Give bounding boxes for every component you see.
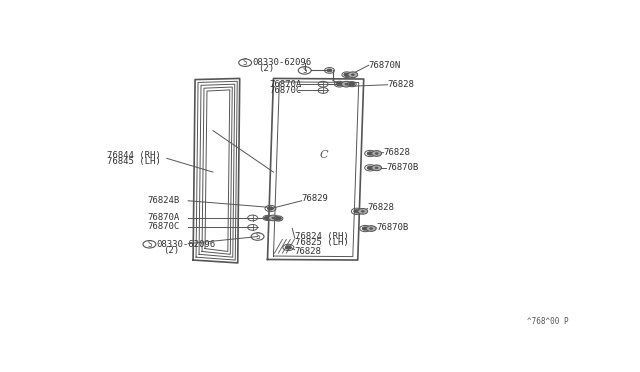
Circle shape: [344, 73, 350, 76]
Circle shape: [370, 228, 372, 230]
Circle shape: [375, 153, 378, 154]
Text: 76870B: 76870B: [376, 224, 409, 232]
Text: 76824B: 76824B: [147, 196, 179, 205]
Circle shape: [375, 167, 378, 169]
Circle shape: [341, 81, 351, 87]
Circle shape: [372, 151, 381, 156]
Text: S: S: [147, 240, 152, 249]
Text: 08330-62096: 08330-62096: [252, 58, 311, 67]
Circle shape: [354, 210, 360, 213]
Text: 76870A: 76870A: [269, 80, 301, 89]
Text: 76870N: 76870N: [369, 61, 401, 70]
Text: 76845 (LH): 76845 (LH): [108, 157, 161, 166]
Text: 76828: 76828: [383, 148, 410, 157]
Text: 76844 (RH): 76844 (RH): [108, 151, 161, 160]
Circle shape: [345, 83, 348, 85]
Circle shape: [372, 165, 381, 171]
Circle shape: [337, 83, 342, 86]
Text: 76828: 76828: [295, 247, 322, 256]
Text: 76825 (LH): 76825 (LH): [295, 238, 349, 247]
Circle shape: [272, 217, 275, 219]
Circle shape: [358, 208, 367, 214]
Text: 08330-62096: 08330-62096: [156, 240, 216, 249]
Text: S: S: [243, 58, 248, 67]
Circle shape: [367, 152, 373, 155]
Text: 76828: 76828: [367, 203, 394, 212]
Text: 76870B: 76870B: [386, 163, 419, 172]
Circle shape: [361, 211, 364, 212]
Circle shape: [349, 83, 355, 86]
Text: 76824 (RH): 76824 (RH): [295, 232, 349, 241]
Circle shape: [367, 166, 373, 170]
Circle shape: [275, 217, 282, 220]
Text: 76829: 76829: [301, 194, 328, 203]
Text: C: C: [320, 150, 328, 160]
Text: (2): (2): [259, 64, 275, 73]
Text: 76870C: 76870C: [269, 86, 301, 95]
Circle shape: [268, 207, 273, 210]
Circle shape: [264, 216, 271, 219]
Text: S: S: [255, 232, 260, 241]
Circle shape: [327, 69, 332, 72]
Text: 76870A: 76870A: [147, 212, 179, 222]
Circle shape: [362, 227, 368, 230]
Circle shape: [348, 72, 358, 78]
Circle shape: [366, 226, 376, 231]
Text: 76870C: 76870C: [147, 222, 179, 231]
Circle shape: [285, 246, 291, 249]
Circle shape: [269, 215, 278, 221]
Circle shape: [351, 74, 355, 76]
Text: S: S: [302, 66, 307, 75]
Text: 76828: 76828: [388, 80, 414, 89]
Text: ^768^00 P: ^768^00 P: [527, 317, 568, 326]
Text: (2): (2): [163, 246, 179, 255]
